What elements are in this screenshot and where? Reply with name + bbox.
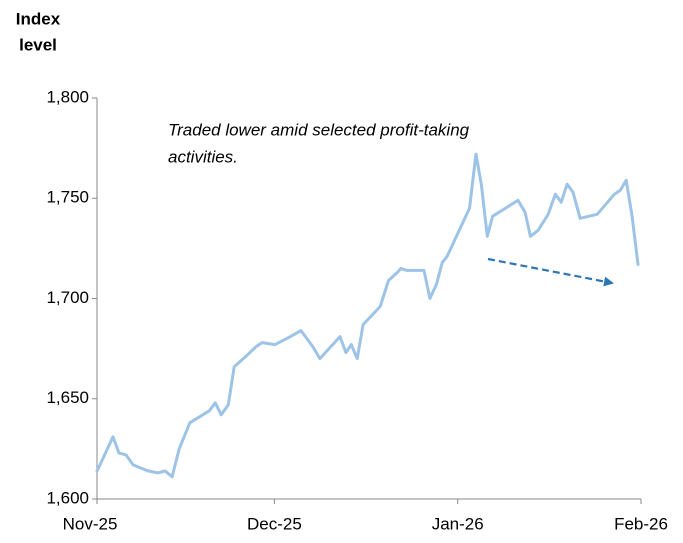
x-tick-label: Nov-25 [63,514,118,533]
y-axis-title: level [19,35,57,54]
x-tick-label: Jan-26 [432,514,484,533]
x-tick-label: Dec-25 [247,514,302,533]
y-tick-label: 1,750 [46,188,89,207]
trend-arrow [487,257,614,287]
data-line [95,152,640,479]
y-tick-label: 1,700 [46,288,89,307]
x-tick-label: Feb-26 [614,514,668,533]
y-tick-label: 1,650 [46,388,89,407]
annotation: Traded lower amid selected profit-taking [168,120,470,139]
y-tick-label: 1,600 [46,488,89,507]
y-tick-label: 1,800 [46,87,89,106]
annotation: activities. [168,147,238,166]
y-axis-title: Index [16,9,61,28]
